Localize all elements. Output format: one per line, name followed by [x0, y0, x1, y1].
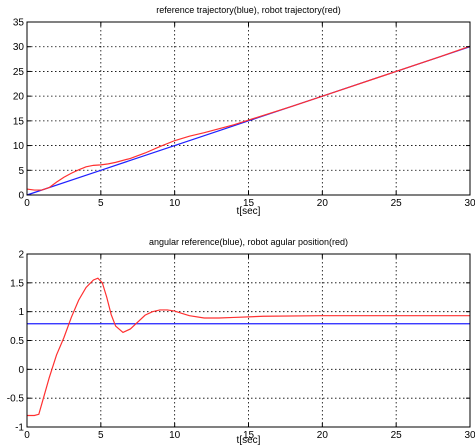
y-tick-label: 0 — [18, 365, 24, 376]
x-tick-label: 10 — [169, 198, 181, 209]
series-line-1 — [26, 45, 471, 191]
y-tick-label: 30 — [13, 42, 25, 53]
x-axis-label: t[sec] — [237, 206, 261, 217]
chart-title: angular reference(blue), robot agular po… — [149, 237, 348, 247]
x-tick-label: 30 — [464, 430, 475, 441]
x-tick-label: 5 — [98, 430, 104, 441]
y-tick-label: 5 — [18, 166, 24, 177]
y-tick-label: 25 — [13, 67, 25, 78]
x-tick-label: 20 — [317, 430, 329, 441]
x-tick-label: 20 — [317, 198, 329, 209]
y-tick-label: -0.5 — [7, 394, 25, 405]
y-tick-label: 1.5 — [10, 278, 24, 289]
x-tick-label: 25 — [391, 430, 403, 441]
y-tick-label: 10 — [13, 141, 25, 152]
x-tick-label: 10 — [169, 430, 181, 441]
x-tick-label: 5 — [98, 198, 104, 209]
trajectory-chart: 0 5 10 15 20 25 30 0 5 10 15 20 25 30 35 reference traj… — [13, 5, 475, 217]
x-tick-label: 15 — [243, 430, 255, 441]
x-tick-label: 25 — [391, 198, 403, 209]
y-tick-label: -1 — [15, 423, 24, 434]
y-tick-label: 0 — [18, 191, 24, 202]
x-tick-label: 30 — [464, 198, 475, 209]
y-tick-label: 35 — [13, 18, 25, 29]
angular-position-chart: 0 5 10 15 20 25 30 -1 -0.5 0 0.5 1 1.5 2 angular refer… — [7, 237, 475, 446]
y-tick-label: 0.5 — [10, 336, 24, 347]
x-tick-label: 0 — [24, 430, 30, 441]
y-tick-label: 1 — [18, 307, 24, 318]
y-tick-label: 20 — [13, 92, 25, 103]
chart-title: reference trajectory(blue), robot trajec… — [156, 5, 341, 15]
x-tick-label: 0 — [24, 198, 30, 209]
series-line-1 — [27, 277, 470, 417]
x-tick-label: 15 — [243, 198, 255, 209]
x-axis-label: t[sec] — [237, 435, 261, 446]
y-tick-label: 15 — [13, 116, 25, 127]
y-tick-label: 2 — [18, 250, 24, 261]
plot-area — [27, 22, 470, 195]
